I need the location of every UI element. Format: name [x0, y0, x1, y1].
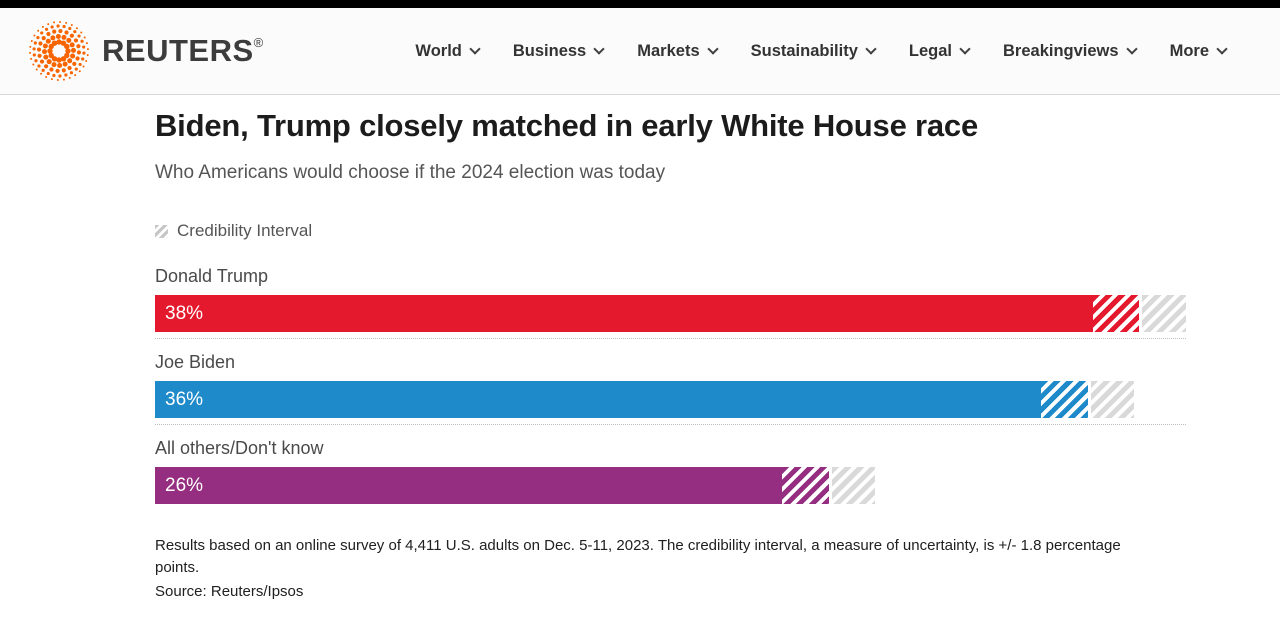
nav-item-world[interactable]: World — [415, 41, 481, 61]
nav-item-label: World — [415, 41, 462, 60]
chevron-down-icon — [593, 42, 605, 55]
credibility-hatch-gray — [1087, 381, 1135, 418]
chart-subtitle: Who Americans would choose if the 2024 e… — [155, 162, 666, 183]
bar-solid-segment: 36% — [155, 381, 1041, 418]
dotted-gridline — [155, 338, 1186, 339]
nav-item-label: Business — [512, 41, 587, 60]
bar-category-label: Joe Biden — [155, 352, 236, 372]
bar-solid-segment: 26% — [155, 467, 782, 504]
chevron-down-icon — [959, 42, 971, 55]
site-header: REUTERS ® World Business Markets Sustainabi… — [0, 8, 1280, 95]
chart-row: Donald Trump 38% — [155, 266, 1186, 332]
nav-item-label: More — [1169, 41, 1209, 60]
registered-trademark: ® — [253, 34, 264, 50]
legend-label: Credibility Interval — [177, 221, 313, 240]
bar-category-label: All others/Don't know — [155, 438, 324, 458]
hatch-swatch-icon — [155, 224, 168, 238]
chevron-down-icon — [865, 42, 877, 55]
chevron-down-icon — [706, 42, 719, 55]
bar-value-label: 26% — [165, 474, 204, 496]
nav-item-business[interactable]: Business — [512, 41, 605, 61]
chevron-down-icon — [469, 42, 481, 55]
nav-item-legal[interactable]: Legal — [908, 41, 971, 61]
bar-value-label: 38% — [165, 302, 204, 324]
reuters-wordmark: REUTERS — [102, 33, 254, 68]
bar-value-label: 36% — [165, 388, 204, 410]
bar-track: 36% — [155, 381, 1186, 418]
dotted-gridline — [155, 424, 1186, 425]
bar-solid-segment: 38% — [155, 295, 1093, 332]
bar-chart: Donald Trump 38% Joe Biden 36% All others/Do… — [155, 266, 1186, 504]
credibility-hatch-gray — [828, 467, 876, 504]
nav-item-label: Legal — [908, 41, 953, 60]
bar-track: 26% — [155, 467, 1186, 504]
nav-item-label: Breakingviews — [1003, 41, 1119, 60]
credibility-hatch-gray — [1139, 295, 1186, 332]
chart-title: Biden, Trump closely matched in early Wh… — [155, 108, 979, 143]
bar-category-label: Donald Trump — [155, 266, 269, 286]
nav-item-markets[interactable]: Markets — [637, 41, 719, 61]
credibility-interval-legend: Credibility Interval — [155, 221, 1186, 241]
top-black-bar — [0, 0, 1280, 8]
credibility-hatch-colored — [1092, 295, 1140, 332]
credibility-hatch-colored — [1040, 381, 1088, 418]
chevron-down-icon — [1216, 42, 1228, 55]
credibility-hatch-colored — [781, 467, 829, 504]
chart-notes: Results based on an online survey of 4,4… — [155, 537, 1121, 576]
chart-source: Source: Reuters/Ipsos — [155, 583, 304, 600]
nav-item-breakingviews[interactable]: Breakingviews — [1003, 41, 1138, 61]
bar-track: 38% — [155, 295, 1186, 332]
chart-row: All others/Don't know 26% — [155, 438, 1186, 504]
nav-item-more[interactable]: More — [1169, 41, 1228, 61]
chevron-down-icon — [1125, 42, 1138, 55]
nav-item-sustainability[interactable]: Sustainability — [750, 41, 877, 61]
nav-item-label: Sustainability — [750, 41, 858, 60]
main-nav: World Business Markets Sustainability Legal B… — [415, 41, 1228, 61]
article: Biden, Trump closely matched in early Wh… — [0, 95, 1280, 603]
chart-row: Joe Biden 36% — [155, 352, 1186, 418]
reuters-orb-icon — [29, 21, 89, 81]
reuters-logo[interactable]: REUTERS ® — [28, 20, 263, 82]
nav-item-label: Markets — [637, 41, 700, 60]
